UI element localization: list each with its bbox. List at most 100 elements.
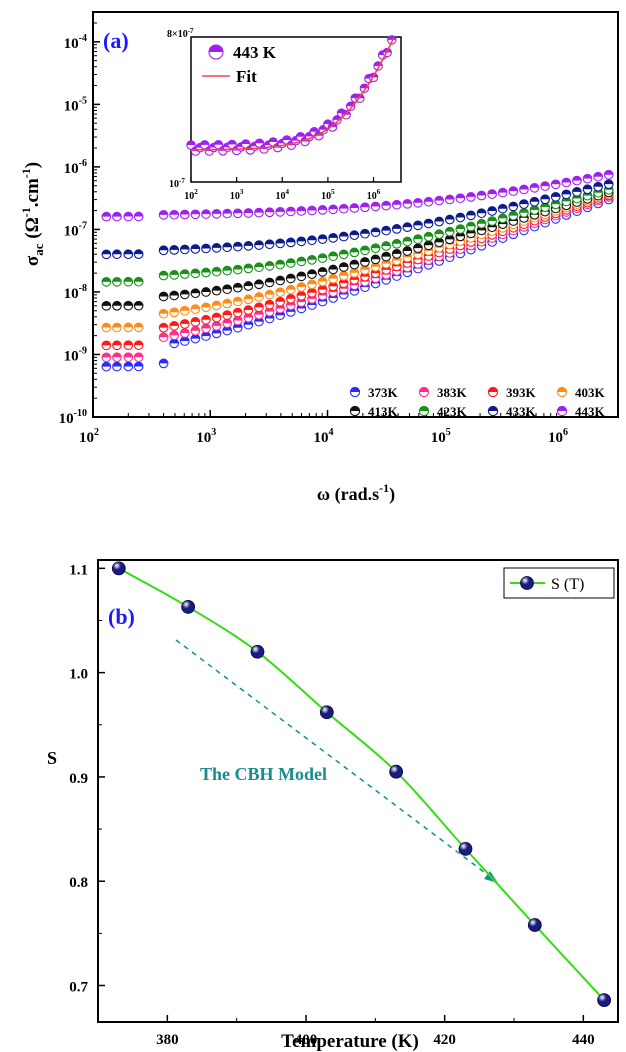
data-point bbox=[381, 241, 392, 251]
data-point bbox=[466, 221, 476, 232]
data-point bbox=[169, 209, 180, 220]
data-point-403 bbox=[319, 705, 334, 720]
data-point bbox=[179, 319, 190, 329]
data-point bbox=[222, 284, 233, 295]
data-point bbox=[487, 189, 497, 199]
data-point bbox=[169, 245, 180, 255]
data-point bbox=[317, 253, 328, 263]
data-point bbox=[455, 224, 466, 234]
data-point bbox=[550, 191, 561, 202]
data-point bbox=[169, 270, 180, 280]
data-point bbox=[540, 181, 550, 191]
data-point bbox=[307, 279, 317, 290]
data-point bbox=[444, 194, 455, 205]
data-point bbox=[338, 262, 349, 272]
data-point bbox=[264, 239, 275, 250]
data-point bbox=[455, 193, 466, 204]
x-tick-label: 106 bbox=[548, 427, 568, 446]
data-point bbox=[123, 211, 134, 222]
panel-b-frame bbox=[97, 559, 619, 1023]
data-point bbox=[391, 238, 402, 249]
inset-frame bbox=[190, 36, 402, 183]
data-point bbox=[112, 340, 122, 351]
panel-b-legend: S (T) bbox=[503, 567, 615, 599]
data-point bbox=[211, 320, 222, 331]
data-point bbox=[222, 310, 233, 320]
data-point bbox=[487, 216, 497, 226]
panel-b-xlabel: Temperature (K) bbox=[281, 1031, 419, 1052]
data-point bbox=[423, 196, 434, 207]
data-point bbox=[133, 322, 144, 333]
data-point bbox=[133, 352, 144, 363]
data-point bbox=[190, 209, 201, 220]
inset-data-point bbox=[282, 135, 292, 145]
data-point bbox=[423, 218, 434, 229]
data-point bbox=[201, 323, 211, 334]
data-point bbox=[402, 246, 413, 256]
data-point bbox=[254, 302, 264, 313]
data-point bbox=[211, 208, 222, 219]
data-point bbox=[112, 276, 122, 287]
panel-b: 380 400 420 440 0.7 0.8 0.9 1.0 1.1 (b) S Temper… bbox=[47, 559, 619, 1052]
legend-marker-393K bbox=[487, 386, 499, 398]
data-point bbox=[179, 269, 190, 280]
data-point bbox=[328, 264, 339, 275]
legend-label-413K: 413K bbox=[368, 404, 399, 419]
data-point bbox=[381, 251, 392, 262]
y-tick-label: 0.9 bbox=[69, 771, 88, 787]
data-point bbox=[275, 238, 286, 249]
data-point bbox=[338, 249, 349, 260]
data-point bbox=[243, 294, 254, 305]
data-point bbox=[550, 179, 561, 190]
data-point bbox=[123, 340, 134, 351]
legend-label-443K: 443K bbox=[575, 404, 606, 419]
data-point bbox=[519, 199, 529, 209]
x-tick-label: 380 bbox=[156, 1032, 179, 1048]
x-tick-label: 103 bbox=[196, 427, 216, 446]
data-point bbox=[349, 203, 360, 213]
data-point bbox=[370, 201, 381, 212]
data-point-373 bbox=[111, 561, 126, 576]
data-point bbox=[232, 264, 243, 275]
x-tick-label: 400 bbox=[295, 1032, 318, 1048]
data-point bbox=[338, 203, 349, 214]
x-tick-label: 104 bbox=[314, 427, 334, 446]
data-point bbox=[133, 276, 144, 287]
data-point bbox=[123, 249, 134, 260]
data-point bbox=[201, 243, 211, 254]
data-point bbox=[211, 285, 222, 296]
y-tick-label: 10-10 bbox=[59, 408, 87, 427]
data-point bbox=[169, 320, 180, 331]
data-point bbox=[179, 209, 190, 220]
panel-a-legend: 373K 383K 393K 403K 413K 423K 433K 443K bbox=[349, 385, 606, 419]
data-point bbox=[497, 187, 508, 198]
inset-data-point bbox=[341, 110, 351, 120]
data-point bbox=[349, 275, 360, 285]
data-point bbox=[101, 340, 112, 351]
y-tick-label: 1.0 bbox=[69, 667, 88, 683]
data-point bbox=[423, 240, 434, 251]
y-tick-label: 10-7 bbox=[64, 220, 87, 239]
data-point bbox=[101, 277, 112, 287]
data-point bbox=[603, 179, 614, 189]
data-point bbox=[402, 198, 413, 209]
data-point bbox=[423, 231, 434, 242]
legend-label-373K: 373K bbox=[368, 385, 399, 400]
data-point bbox=[296, 290, 307, 301]
data-point bbox=[285, 293, 296, 304]
data-point bbox=[254, 262, 264, 273]
data-point bbox=[264, 299, 275, 310]
data-point bbox=[264, 277, 275, 288]
data-point bbox=[370, 227, 381, 238]
data-point bbox=[561, 177, 572, 188]
data-point bbox=[476, 190, 487, 201]
data-point bbox=[222, 208, 233, 219]
data-point bbox=[296, 206, 307, 216]
data-point bbox=[243, 305, 254, 315]
data-point bbox=[190, 333, 201, 344]
inset-chart: 102 103 104 105 106 443 K Fit 8×10-7 10-7 bbox=[167, 27, 402, 202]
data-point bbox=[211, 312, 222, 323]
inset-legend-marker bbox=[208, 44, 224, 60]
y-tick-label: 0.7 bbox=[69, 979, 88, 995]
